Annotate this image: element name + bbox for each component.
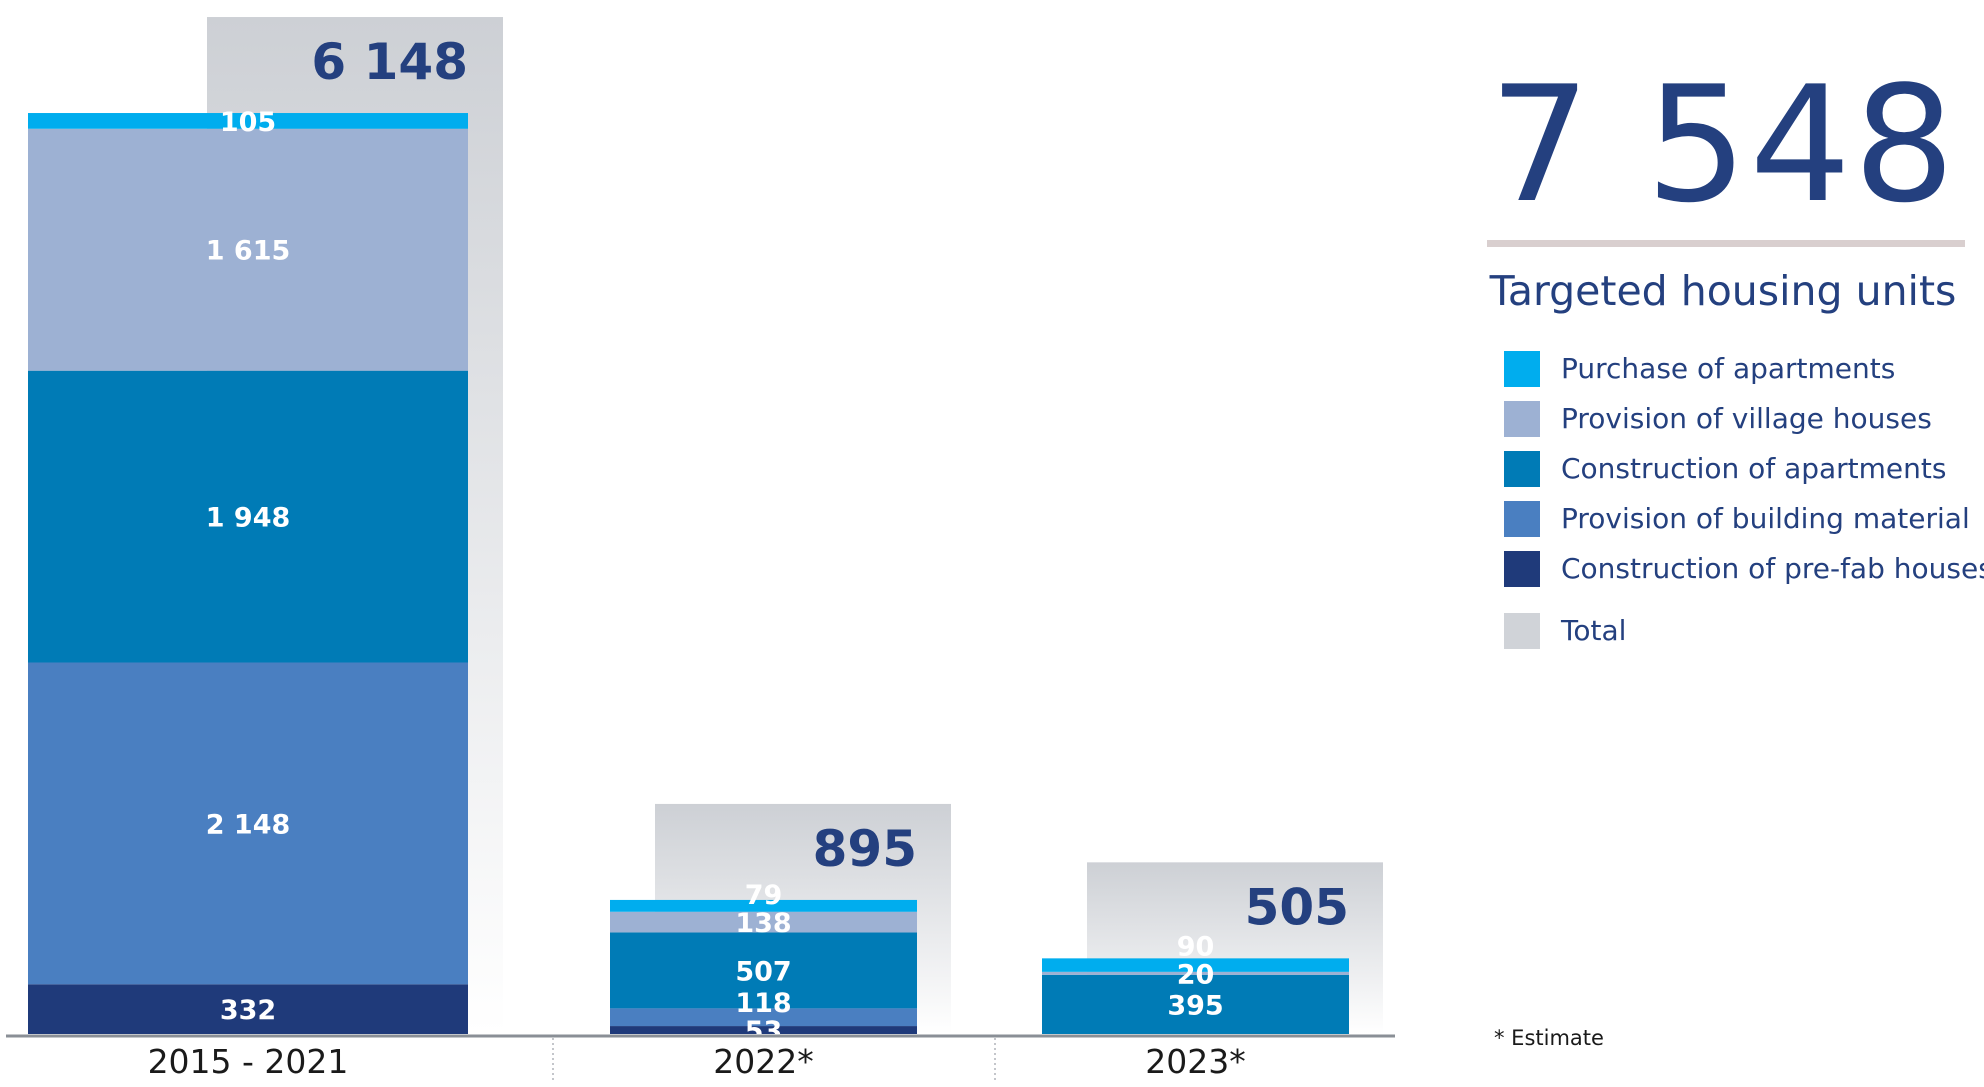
- stacked-bar-chart: 6 148 895 505 332 2 148 1 948 1 615 105 5311850…: [6, 17, 1395, 1081]
- category-label: 2022*: [713, 1042, 813, 1081]
- segment-label: 105: [220, 107, 276, 138]
- legend-swatch: [1504, 401, 1540, 437]
- bar-segment: [28, 128, 468, 371]
- footnote: * Estimate: [1494, 1026, 1604, 1050]
- legend-label: Provision of building material: [1561, 502, 1970, 535]
- legend-swatch: [1504, 501, 1540, 537]
- bar-segment: [610, 1008, 917, 1027]
- total-label: 6 148: [311, 33, 468, 91]
- total-label: 505: [1245, 878, 1349, 936]
- segment-label: 1 948: [206, 503, 291, 534]
- bar-segment: [28, 370, 468, 663]
- legend-label: Construction of pre-fab houses: [1561, 552, 1984, 585]
- segment-label: 90: [1177, 931, 1215, 962]
- segment-label: 20: [1177, 959, 1215, 990]
- summary-panel: 7 548 Targeted housing units: [1478, 60, 1978, 315]
- category-label: 2015 - 2021: [148, 1042, 349, 1081]
- segment-label: 2 148: [206, 809, 291, 840]
- legend-swatch: [1504, 451, 1540, 487]
- bar-segment: [610, 899, 917, 912]
- legend-label: Purchase of apartments: [1561, 352, 1896, 385]
- legend-swatch: [1504, 351, 1540, 387]
- segment-label: 79: [745, 880, 783, 911]
- total-label: 895: [813, 820, 917, 878]
- bar-segment: [1042, 974, 1349, 1034]
- segment-label: 53: [745, 1016, 783, 1047]
- legend-label: Construction of apartments: [1561, 452, 1947, 485]
- bar-segment: [28, 662, 468, 985]
- legend-swatch: [1504, 613, 1540, 649]
- divider: [1487, 240, 1965, 247]
- bar-segment: [28, 984, 468, 1034]
- chart-title: Targeted housing units: [1489, 267, 1957, 315]
- segment-label: 507: [735, 956, 791, 987]
- bar-segment: [610, 932, 917, 1009]
- segment-label: 332: [220, 995, 276, 1026]
- segment-label: 118: [735, 988, 791, 1019]
- bar-segment: [1042, 971, 1349, 975]
- grand-total-value: 7 548: [1488, 51, 1958, 238]
- category-label: 2023*: [1145, 1042, 1245, 1081]
- bar-segment: [610, 911, 917, 933]
- segment-label: 138: [735, 908, 791, 939]
- segment-label: 1 615: [206, 236, 291, 267]
- bar-segment: [28, 113, 468, 129]
- legend-swatch: [1504, 551, 1540, 587]
- legend-label: Provision of village houses: [1561, 402, 1932, 435]
- bar-segment: [1042, 958, 1349, 972]
- legend-label: Total: [1561, 614, 1627, 647]
- segment-label: 395: [1167, 990, 1223, 1021]
- bar-segment: [610, 1026, 917, 1034]
